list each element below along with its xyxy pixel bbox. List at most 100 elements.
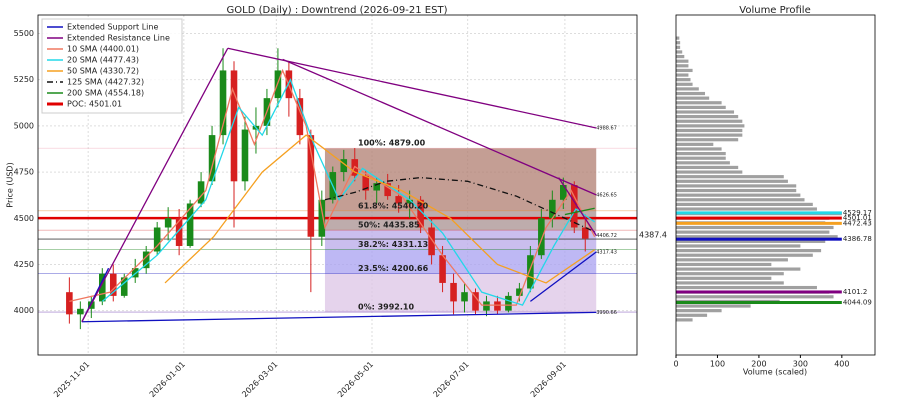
sma-line <box>101 78 596 306</box>
volume-bar <box>676 101 722 105</box>
volume-bar <box>676 59 689 63</box>
volume-bar <box>676 262 772 267</box>
volume-bar <box>676 253 813 257</box>
y-tick-label: 5250 <box>14 75 34 84</box>
profile-x-tick-label: 400 <box>834 360 849 369</box>
trend-end-label: 4626.65 <box>596 192 617 198</box>
x-tick-label: 2026-03-01 <box>240 360 279 399</box>
volume-bar <box>676 244 801 248</box>
candle-body <box>406 199 413 204</box>
volume-bar <box>676 50 683 54</box>
candle-body <box>538 218 545 256</box>
highlight-label: 4044.09 <box>843 299 872 307</box>
fib-label: 23.5%: 4200.66 <box>358 264 429 273</box>
volume-bar <box>676 45 681 49</box>
highlight-label: 4472.43 <box>843 219 872 227</box>
candle-body <box>373 183 380 191</box>
profile-x-tick-label: 0 <box>673 360 678 369</box>
volume-bar <box>676 188 797 193</box>
candle-body <box>417 199 424 228</box>
volume-bar <box>676 258 788 262</box>
y-axis-label: Price (USD) <box>6 162 15 207</box>
y-tick-label: 4500 <box>14 214 34 223</box>
candle-body <box>581 227 589 239</box>
candle-body <box>164 218 172 228</box>
level-label: 4387.4 <box>639 231 667 240</box>
x-tick-label: 2025-11-01 <box>52 360 91 399</box>
x-tick-label: 2026-09-01 <box>529 360 568 399</box>
highlight-label: 4501.01 <box>843 214 872 222</box>
candle-body <box>142 251 150 269</box>
volume-bar <box>676 124 745 128</box>
volume-bar <box>676 248 822 253</box>
volume-bar <box>676 147 722 151</box>
volume-bar <box>676 207 817 211</box>
volume-highlight <box>676 237 842 241</box>
plot-area <box>38 15 637 355</box>
candle-body <box>483 301 490 311</box>
y-tick-label: 5500 <box>14 29 34 38</box>
volume-bar <box>676 318 693 322</box>
volume-bar <box>676 36 680 40</box>
volume-highlight <box>676 221 842 225</box>
sma-line <box>164 134 596 284</box>
candle-body <box>461 292 468 302</box>
fib-zone <box>324 210 597 231</box>
profile-x-tick-label: 100 <box>710 360 725 369</box>
candle-body <box>384 183 391 197</box>
candle-body <box>230 70 238 182</box>
legend-label: 125 SMA (4427.32) <box>67 78 144 87</box>
volume-bar <box>676 91 706 96</box>
volume-bar <box>676 133 743 137</box>
profile-x-label: Volume (scaled) <box>743 368 807 377</box>
volume-bar <box>676 235 838 239</box>
candle-body <box>175 218 183 246</box>
candle-body <box>362 175 370 191</box>
volume-bar <box>676 82 693 86</box>
candle-body <box>109 273 117 296</box>
volume-bar <box>676 295 834 299</box>
candle-body <box>296 98 304 136</box>
sma-line <box>69 68 596 306</box>
highlight-label: 4386.78 <box>843 235 872 243</box>
legend-label: 200 SMA (4554.18) <box>67 89 144 98</box>
volume-bar <box>676 184 797 188</box>
candle-body <box>494 301 501 311</box>
volume-bar <box>676 78 691 82</box>
trend-end-label: 3990.66 <box>596 310 617 316</box>
volume-highlight <box>676 301 842 305</box>
candle-body <box>395 196 402 204</box>
trend-line <box>558 177 597 236</box>
profile-area <box>676 36 842 322</box>
volume-bar <box>676 138 739 142</box>
fib-zone <box>324 249 597 274</box>
candle-body <box>153 227 161 252</box>
candle-body <box>77 308 84 315</box>
volume-highlight <box>676 211 842 215</box>
fib-label: 38.2%: 4331.13 <box>358 240 428 249</box>
profile-x-tick-label: 300 <box>793 360 808 369</box>
y-tick-label: 4250 <box>14 260 34 269</box>
candle-body <box>505 295 512 311</box>
candle-body <box>450 282 457 302</box>
volume-bar <box>676 272 784 276</box>
trend-line <box>529 251 597 302</box>
volume-bar <box>676 64 689 68</box>
y-tick-label: 4000 <box>14 306 34 315</box>
candle-body <box>340 159 348 173</box>
legend-label: 10 SMA (4400.01) <box>67 45 139 54</box>
volume-bar <box>676 313 708 317</box>
fib-label: 100%: 4879.00 <box>358 139 426 148</box>
profile-title: Volume Profile <box>739 5 810 16</box>
volume-bar <box>676 175 784 179</box>
candle-body <box>307 135 315 237</box>
legend-label: Extended Resistance Line <box>67 34 170 43</box>
volume-bar <box>676 285 817 290</box>
volume-bar <box>676 128 743 133</box>
sma-line <box>324 176 595 233</box>
volume-bar <box>676 110 735 114</box>
candle-body <box>527 255 534 289</box>
profile-x-tick-label: 200 <box>751 360 766 369</box>
candle-body <box>439 255 446 283</box>
